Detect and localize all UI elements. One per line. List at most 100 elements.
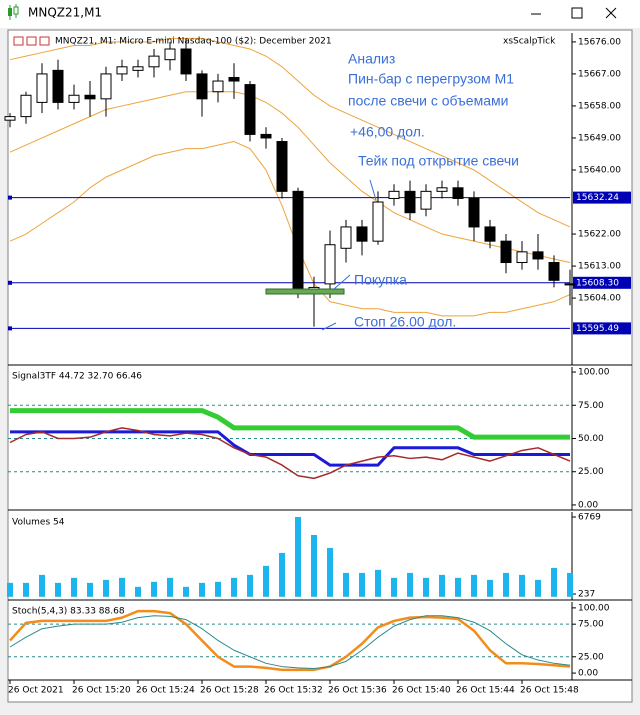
window-title: MNQZ21,M1 [28, 6, 102, 20]
volume-bar [487, 579, 493, 597]
volume-bar [215, 581, 221, 597]
level-label-box [573, 276, 631, 289]
candle-body [548, 262, 560, 281]
volume-bar [343, 572, 349, 597]
volume-bar [455, 577, 461, 597]
volume-bar [295, 516, 301, 597]
x-tick-label: 26 Oct 15:44 [456, 686, 515, 696]
y-tick-label: 75.00 [578, 620, 604, 630]
y-tick-label: 15667.00 [578, 69, 621, 79]
chart-area [7, 29, 633, 703]
annotation: Тейк под открытие свечи [358, 153, 519, 169]
pane-title: MNQZ21, M1: Micro E-mini Nasdaq-100 ($2)… [55, 37, 332, 47]
volume-bar [167, 577, 173, 597]
annotation: Анализ [348, 51, 395, 67]
candle-body [324, 244, 336, 285]
y-tick-label: 15676.00 [578, 37, 621, 47]
candle-body [132, 66, 144, 71]
candle-body [484, 226, 496, 242]
candle-body [356, 226, 368, 242]
candle-body [276, 141, 288, 192]
candle-body [468, 197, 480, 228]
indicator-label: xsScalpTick [503, 37, 556, 47]
pin-bar-highlight [265, 288, 345, 295]
candle-body [516, 251, 528, 264]
candle-body [164, 48, 176, 61]
volume-bar [55, 582, 61, 597]
volume-bar [71, 577, 77, 597]
level-anchor [8, 280, 12, 285]
y-tick-label: 15658.00 [578, 101, 621, 111]
y-tick-label: 50.00 [578, 434, 604, 444]
y-tick-label: 100.00 [578, 603, 610, 613]
candle-body [532, 251, 544, 260]
volume-bar [23, 582, 29, 597]
y-tick-label: 100.00 [578, 368, 610, 378]
candle-body [436, 187, 448, 192]
candle-body [388, 190, 400, 199]
volume-bar [183, 586, 189, 597]
candle-body [52, 69, 64, 103]
volume-bar [247, 574, 253, 597]
candle-body [244, 84, 256, 135]
volume-bar [7, 582, 13, 597]
x-tick-label: 26 Oct 15:36 [328, 686, 387, 696]
candle-body [260, 133, 272, 139]
x-tick-label: 26 Oct 15:24 [136, 686, 195, 696]
candle-body [372, 201, 384, 242]
chart-icons [13, 36, 50, 46]
annotation: после свечи с объемами [348, 93, 508, 109]
volume-bar [407, 572, 413, 597]
volume-bar [311, 534, 317, 597]
y-tick-label: 15640.00 [578, 165, 621, 175]
volume-bar [39, 574, 45, 597]
stop-arrow [321, 322, 337, 331]
x-tick-label: 26 Oct 15:20 [72, 686, 131, 696]
band-line [9, 91, 571, 264]
candle-body [228, 76, 240, 82]
annotation: +46,00 дол. [350, 124, 425, 140]
y-tick-label: 75.00 [578, 401, 604, 411]
annotation: Покупка [354, 272, 407, 288]
volume-bar [391, 577, 397, 597]
indicator-line [9, 427, 571, 480]
volume-bar [327, 547, 333, 597]
y-tick-label: 15649.00 [578, 133, 621, 143]
y-tick-label: 15604.00 [578, 294, 621, 304]
close-button[interactable] [605, 7, 617, 19]
volume-bar [535, 579, 541, 597]
candle-body [84, 94, 96, 100]
level-label-box [573, 322, 631, 335]
x-tick-label: 26 Oct 15:40 [392, 686, 451, 696]
y-tick-label: 0.00 [578, 500, 598, 510]
volume-bar [519, 574, 525, 597]
candle-body [36, 73, 48, 103]
candle-body [340, 226, 352, 249]
candle-body [20, 94, 32, 118]
y-tick-label: 0.00 [578, 669, 598, 679]
level-anchor [8, 195, 12, 200]
band-line [9, 141, 571, 317]
candle-body [116, 66, 128, 75]
candle-body [420, 190, 432, 210]
level-label: 15632.24 [576, 193, 619, 203]
app-icon [8, 4, 19, 20]
level-anchor [8, 326, 12, 331]
volume-bar [279, 552, 285, 597]
x-tick-label: 26 Oct 2021 [8, 686, 64, 696]
candle-body [4, 116, 16, 121]
volume-bar [439, 574, 445, 597]
volume-bar [359, 572, 365, 597]
indicator-line [10, 408, 570, 440]
x-tick-label: 26 Oct 15:28 [200, 686, 259, 696]
level-label: 15608.30 [576, 278, 619, 288]
y-tick-label: 6769 [578, 512, 601, 522]
pane-title: Signal3TF 44.72 32.70 66.46 [12, 372, 142, 382]
y-tick-label: 25.00 [578, 467, 604, 477]
indicator-line [10, 430, 570, 467]
indicator-line [9, 615, 571, 670]
maximize-button[interactable] [571, 7, 583, 19]
y-tick-label: 15622.00 [578, 230, 621, 240]
